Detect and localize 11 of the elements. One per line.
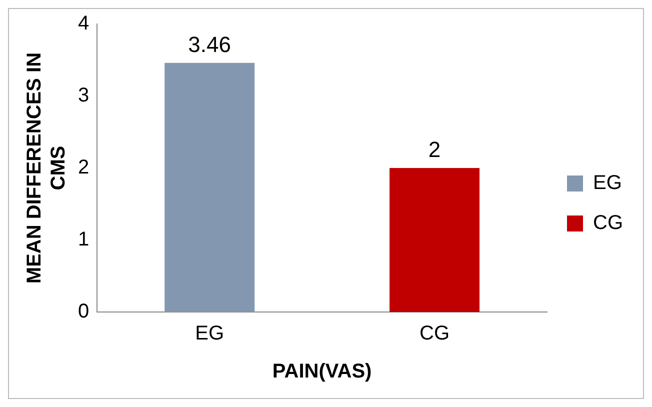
legend-label: CG	[593, 212, 623, 234]
x-axis-title: PAIN(VAS)	[272, 360, 372, 383]
data-label: 2	[428, 137, 441, 162]
legend-label: EG	[593, 172, 622, 194]
y-axis-title: MEAN DIFFERENCES IN CMS	[24, 52, 70, 284]
y-tick-label: 3	[78, 84, 90, 107]
data-label: 3.46	[188, 32, 232, 57]
y-tick-label: 0	[78, 300, 90, 323]
y-tick-label: 1	[78, 228, 90, 251]
y-tick-label: 4	[78, 12, 90, 35]
y-tick-label: 2	[78, 156, 90, 179]
